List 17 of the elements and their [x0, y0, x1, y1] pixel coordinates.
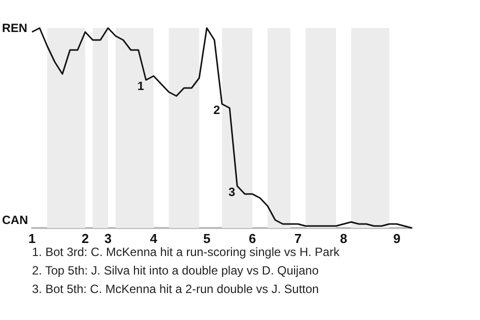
annotation: 1 — [137, 79, 144, 93]
x-tick-label: 1 — [28, 231, 36, 246]
x-tick-label: 8 — [340, 231, 348, 246]
text: 1. Bot 3rd: C. McKenna hit a run-scoring single vs H. Park — [32, 245, 340, 259]
x-tick-label: 2 — [82, 231, 89, 246]
text: CAN — [2, 213, 28, 227]
x-tick-label: 4 — [150, 231, 158, 246]
x-tick-label: 6 — [248, 231, 256, 246]
x-tick-label: 7 — [294, 231, 302, 246]
text: 3. Bot 5th: C. McKenna hit a 2-run double vs J. Sutton — [32, 282, 319, 296]
text: 2. Top 5th: J. Silva hit into a double play vs D. Quijano — [32, 264, 319, 278]
annotation: 2 — [213, 103, 220, 117]
x-tick-label: 5 — [203, 231, 210, 246]
x-tick-label: 9 — [393, 231, 400, 246]
text: REN — [2, 21, 28, 35]
x-tick-label: 3 — [104, 231, 112, 246]
annotation: 3 — [228, 185, 236, 199]
